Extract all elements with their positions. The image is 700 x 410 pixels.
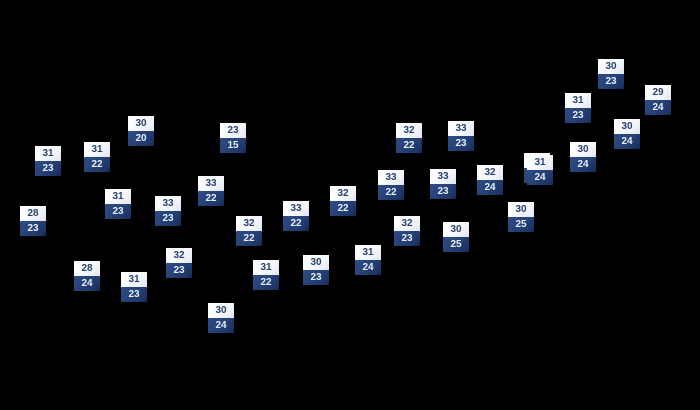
- data-point-marker[interactable]: 33 22: [283, 201, 309, 231]
- marker-bottom-value: 23: [35, 161, 61, 176]
- data-point-marker[interactable]: 31 23: [105, 189, 131, 219]
- data-point-marker[interactable]: 30 20: [128, 116, 154, 146]
- marker-bottom-value: 22: [378, 185, 404, 200]
- marker-top-value: 28: [20, 206, 46, 221]
- marker-top-value: 30: [303, 255, 329, 270]
- marker-top-value: 33: [283, 201, 309, 216]
- marker-top-value: 31: [355, 245, 381, 260]
- marker-bottom-value: 22: [253, 275, 279, 290]
- marker-bottom-value: 15: [220, 138, 246, 153]
- marker-top-value: 30: [570, 142, 596, 157]
- data-point-marker[interactable]: 31 22: [84, 142, 110, 172]
- data-point-marker[interactable]: 33 22: [198, 176, 224, 206]
- marker-top-value: 33: [430, 169, 456, 184]
- data-point-marker[interactable]: 30 25: [508, 202, 534, 232]
- marker-top-value: 32: [396, 123, 422, 138]
- marker-bottom-value: 24: [614, 134, 640, 149]
- marker-top-value: 33: [378, 170, 404, 185]
- marker-top-value: 32: [394, 216, 420, 231]
- data-point-marker[interactable]: 32 23: [166, 248, 192, 278]
- data-point-marker[interactable]: 30 23: [598, 59, 624, 89]
- marker-top-value: 30: [128, 116, 154, 131]
- marker-bottom-value: 23: [394, 231, 420, 246]
- marker-top-value: 32: [477, 165, 503, 180]
- marker-bottom-value: 23: [121, 287, 147, 302]
- marker-bottom-value: 24: [527, 170, 553, 185]
- marker-bottom-value: 22: [84, 157, 110, 172]
- marker-bottom-value: 23: [105, 204, 131, 219]
- data-point-marker[interactable]: 32 22: [396, 123, 422, 153]
- marker-top-value: 30: [614, 119, 640, 134]
- data-point-marker[interactable]: 33 23: [430, 169, 456, 199]
- marker-bottom-value: 23: [565, 108, 591, 123]
- marker-top-value: 30: [598, 59, 624, 74]
- data-point-marker[interactable]: 33 23: [155, 196, 181, 226]
- data-point-marker[interactable]: 32 23: [394, 216, 420, 246]
- marker-top-value: 30: [208, 303, 234, 318]
- marker-top-value: 31: [105, 189, 131, 204]
- marker-bottom-value: 24: [208, 318, 234, 333]
- marker-top-value: 33: [448, 121, 474, 136]
- data-point-marker[interactable]: 28 24: [74, 261, 100, 291]
- marker-top-value: 29: [645, 85, 671, 100]
- marker-top-value: 32: [330, 186, 356, 201]
- marker-bottom-value: 25: [443, 237, 469, 252]
- data-point-marker[interactable]: 31 23: [35, 146, 61, 176]
- data-point-marker[interactable]: 31 23: [565, 93, 591, 123]
- marker-bottom-value: 23: [166, 263, 192, 278]
- marker-top-value: 32: [236, 216, 262, 231]
- marker-bottom-value: 22: [198, 191, 224, 206]
- data-point-marker[interactable]: 30 24: [570, 142, 596, 172]
- marker-top-value: 31: [121, 272, 147, 287]
- data-point-marker[interactable]: 23 15: [220, 123, 246, 153]
- marker-bottom-value: 22: [396, 138, 422, 153]
- marker-bottom-value: 20: [128, 131, 154, 146]
- marker-bottom-value: 23: [303, 270, 329, 285]
- marker-bottom-value: 24: [645, 100, 671, 115]
- data-point-marker[interactable]: 33 23: [448, 121, 474, 151]
- marker-top-value: 31: [527, 155, 553, 170]
- data-point-marker[interactable]: 28 23: [20, 206, 46, 236]
- data-point-marker[interactable]: 30 23: [303, 255, 329, 285]
- marker-bottom-value: 24: [477, 180, 503, 195]
- marker-top-value: 30: [443, 222, 469, 237]
- marker-bottom-value: 23: [155, 211, 181, 226]
- data-point-marker[interactable]: 29 24: [645, 85, 671, 115]
- data-point-marker[interactable]: 30 24: [208, 303, 234, 333]
- marker-top-value: 31: [84, 142, 110, 157]
- marker-bottom-value: 23: [598, 74, 624, 89]
- data-point-marker[interactable]: 32 22: [330, 186, 356, 216]
- data-point-marker[interactable]: 31 22: [253, 260, 279, 290]
- marker-top-value: 31: [253, 260, 279, 275]
- data-point-marker[interactable]: 32 24: [477, 165, 503, 195]
- marker-bottom-value: 25: [508, 217, 534, 232]
- data-point-marker[interactable]: 31 23: [121, 272, 147, 302]
- data-point-marker[interactable]: 30 24: [614, 119, 640, 149]
- data-point-marker[interactable]: 33 22: [378, 170, 404, 200]
- data-point-marker[interactable]: 30 25: [443, 222, 469, 252]
- marker-top-value: 32: [166, 248, 192, 263]
- marker-top-value: 30: [508, 202, 534, 217]
- marker-bottom-value: 24: [355, 260, 381, 275]
- marker-bottom-value: 23: [430, 184, 456, 199]
- marker-top-value: 23: [220, 123, 246, 138]
- marker-top-value: 33: [198, 176, 224, 191]
- marker-top-value: 31: [35, 146, 61, 161]
- marker-bottom-value: 22: [236, 231, 262, 246]
- marker-bottom-value: 23: [448, 136, 474, 151]
- marker-top-value: 28: [74, 261, 100, 276]
- marker-top-value: 33: [155, 196, 181, 211]
- marker-top-value: 31: [565, 93, 591, 108]
- marker-bottom-value: 24: [74, 276, 100, 291]
- marker-bottom-value: 22: [330, 201, 356, 216]
- data-point-marker[interactable]: 32 22: [236, 216, 262, 246]
- marker-bottom-value: 22: [283, 216, 309, 231]
- marker-bottom-value: 23: [20, 221, 46, 236]
- marker-bottom-value: 24: [570, 157, 596, 172]
